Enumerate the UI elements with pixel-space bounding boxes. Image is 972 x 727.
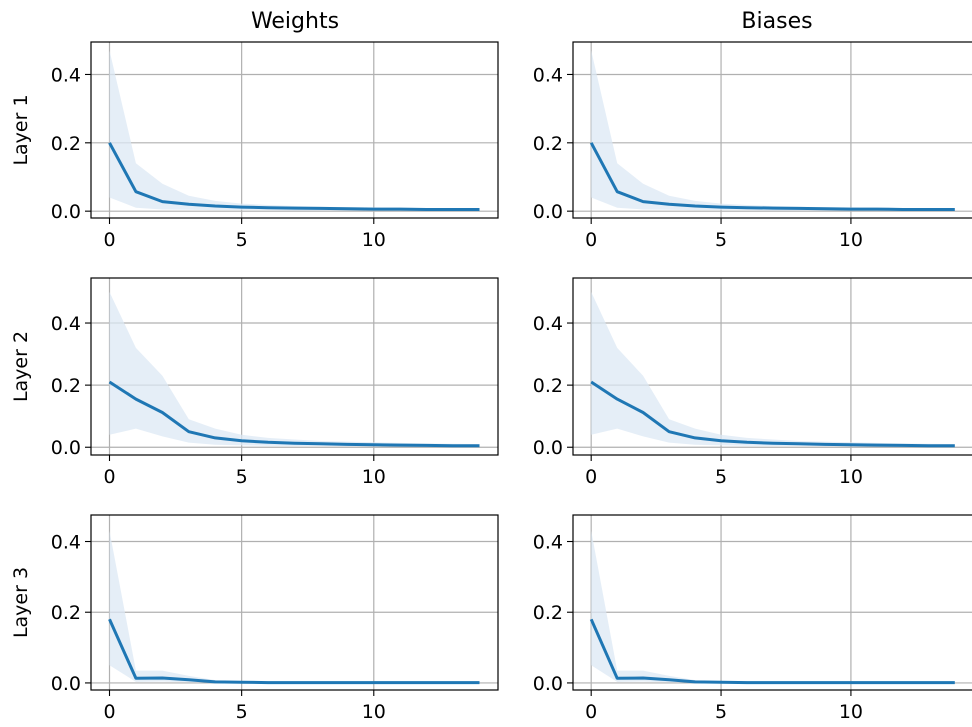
y-tick-label-r1c1-0: 0.0 xyxy=(51,201,81,223)
subplot-r2c2: 0 5 10 0.0 0.2 0.4 xyxy=(533,277,972,488)
x-tick-label-r2c2-2: 10 xyxy=(839,466,863,488)
x-tick-label-r2c2-0: 0 xyxy=(585,466,597,488)
y-tick-label-r1c1-1: 0.2 xyxy=(51,133,81,155)
x-tick-label-r1c2-0: 0 xyxy=(585,229,597,251)
axes-frame-r1c2 xyxy=(572,41,972,219)
row-label-r3c1: Layer 3 xyxy=(10,567,32,638)
y-tick-label-r3c1-2: 0.4 xyxy=(51,532,81,554)
x-tick-label-r3c1-1: 5 xyxy=(236,701,248,723)
x-tick-label-r3c2-2: 10 xyxy=(839,701,863,723)
y-tick-label-r2c1-1: 0.2 xyxy=(51,375,81,397)
confidence-band-r2c2-0 xyxy=(591,292,955,447)
x-tick-label-r2c1-0: 0 xyxy=(103,466,115,488)
y-tick-label-r3c1-0: 0.0 xyxy=(51,673,81,695)
plot-area-r2c2 xyxy=(590,292,955,448)
y-tick-label-r1c1-2: 0.4 xyxy=(51,64,81,86)
subplot-r2c1: 0 5 10 0.0 0.2 0.4 Layer 2 xyxy=(10,277,499,488)
plot-area-r3c1 xyxy=(108,530,480,685)
subplot-r1c1: 0 5 10 0.0 0.2 0.4 Layer 1 xyxy=(10,41,499,251)
axes-frame-r2c2 xyxy=(572,277,972,456)
column-title-biases: Biases xyxy=(741,9,812,34)
y-tick-label-r3c2-2: 0.4 xyxy=(533,532,563,554)
series-line-r2c1-0 xyxy=(108,380,480,448)
x-tick-label-r3c1-0: 0 xyxy=(103,701,115,723)
subplot-grid: 0 5 10 0.0 0.2 0.4 Layer 1 0 5 10 0.0 0.2 0.4 0 5 10 0.0… xyxy=(10,41,972,723)
axes-frame-r3c1 xyxy=(90,514,499,691)
series-line-r2c2-0 xyxy=(590,380,955,448)
x-tick-label-r1c2-2: 10 xyxy=(839,229,863,251)
y-tick-label-r2c2-1: 0.2 xyxy=(533,375,563,397)
x-tick-label-r1c1-1: 5 xyxy=(236,229,248,251)
x-tick-label-r2c1-2: 10 xyxy=(362,466,386,488)
y-tick-label-r2c1-0: 0.0 xyxy=(51,437,81,459)
y-tick-label-r2c2-2: 0.4 xyxy=(533,313,563,335)
axes-frame-r1c1 xyxy=(90,41,499,219)
confidence-band-r3c2-0 xyxy=(591,530,955,683)
y-tick-label-r2c1-2: 0.4 xyxy=(51,313,81,335)
x-tick-label-r2c1-1: 5 xyxy=(236,466,248,488)
x-tick-label-r3c2-0: 0 xyxy=(585,701,597,723)
series-line-r1c2-0 xyxy=(589,142,955,211)
axes-frame-r2c1 xyxy=(90,277,499,456)
column-title-weights: Weights xyxy=(251,9,339,34)
confidence-band-r3c1-0 xyxy=(109,530,480,683)
x-tick-label-r2c2-1: 5 xyxy=(715,466,727,488)
y-tick-label-r3c2-0: 0.0 xyxy=(533,673,563,695)
row-label-r1c1: Layer 1 xyxy=(10,94,32,165)
x-tick-label-r3c2-1: 5 xyxy=(715,701,727,723)
plot-area-r2c1 xyxy=(108,292,480,448)
plot-area-r3c2 xyxy=(589,530,955,685)
series-line-r1c1-0 xyxy=(108,142,480,211)
subplot-r3c2: 0 5 10 0.0 0.2 0.4 xyxy=(533,514,972,723)
y-tick-label-r1c2-2: 0.4 xyxy=(533,64,563,86)
series-line-r3c1-0 xyxy=(108,618,480,685)
subplot-r3c1: 0 5 10 0.0 0.2 0.4 Layer 3 xyxy=(10,514,499,723)
axes-frame-r3c2 xyxy=(572,514,972,691)
y-tick-label-r2c2-0: 0.0 xyxy=(533,437,563,459)
y-tick-label-r1c2-0: 0.0 xyxy=(533,201,563,223)
y-tick-label-r3c1-1: 0.2 xyxy=(51,602,81,624)
plot-area-r1c1 xyxy=(108,50,480,211)
x-tick-label-r1c2-1: 5 xyxy=(715,229,727,251)
subplot-r1c2: 0 5 10 0.0 0.2 0.4 xyxy=(533,41,972,251)
plot-area-r1c2 xyxy=(589,50,955,211)
confidence-band-r2c1-0 xyxy=(109,292,480,447)
x-tick-label-r3c1-2: 10 xyxy=(362,701,386,723)
y-tick-label-r1c2-1: 0.2 xyxy=(533,133,563,155)
y-tick-label-r3c2-1: 0.2 xyxy=(533,602,563,624)
series-line-r3c2-0 xyxy=(589,618,955,685)
x-tick-label-r1c1-0: 0 xyxy=(103,229,115,251)
x-tick-label-r1c1-2: 10 xyxy=(362,229,386,251)
row-label-r2c1: Layer 2 xyxy=(10,331,32,402)
